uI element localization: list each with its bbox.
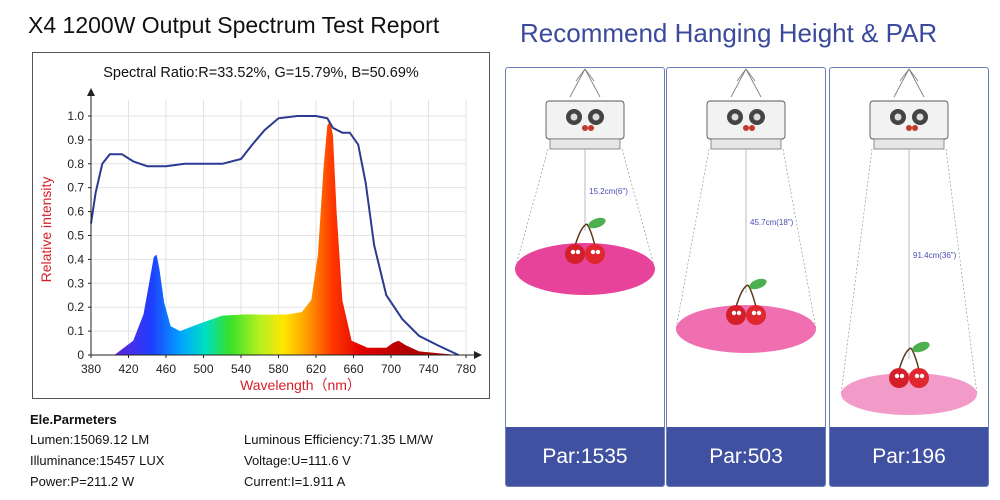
hanging-height-title: Recommend Hanging Height & PAR	[520, 18, 938, 48]
wire	[584, 68, 601, 98]
x-axis-arrow	[474, 351, 482, 359]
panel-illustration: 45.7cm(18")	[675, 68, 817, 353]
x-tick-label: 540	[231, 362, 251, 376]
ele-parameters-title: Ele.Parmeters	[30, 412, 117, 427]
wire	[745, 68, 762, 98]
hanging-height-label: 91.4cm(36")	[913, 251, 957, 260]
illuminance-value: Illuminance:15457 LUX	[30, 453, 165, 468]
par-value-196: Par:196	[830, 427, 988, 486]
spectrum-chart: 380 420 460 500 540 580 620 660 700 740 780 0 0.1 0.2…	[38, 88, 482, 393]
y-tick-label: 0	[77, 348, 84, 362]
x-tick-label: 380	[81, 362, 101, 376]
x-tick-label: 780	[456, 362, 476, 376]
x-tick-label: 460	[156, 362, 176, 376]
hanging-panel-36in: 91.4cm(36") Par:196	[829, 67, 989, 487]
x-tick-label: 740	[418, 362, 438, 376]
cherry-icon	[565, 217, 606, 264]
y-tick-label: 0.4	[67, 252, 84, 266]
y-tick-label: 0.3	[67, 276, 84, 290]
spectrum-area	[114, 120, 457, 355]
y-tick-label: 1.0	[67, 109, 84, 123]
light-footprint	[676, 305, 816, 353]
wire	[730, 68, 747, 98]
voltage-value: Voltage:U=111.6 V	[244, 453, 351, 468]
current-value: Current:I=1.911 A	[244, 474, 346, 489]
wire	[569, 68, 586, 98]
lumen-value: Lumen:15069.12 LM	[30, 432, 150, 447]
hanging-wires	[569, 68, 601, 98]
x-axis-label: Wavelength（nm）	[240, 377, 361, 393]
hanging-panel-18in: 45.7cm(18") Par:503	[666, 67, 826, 487]
x-tick-label: 500	[193, 362, 213, 376]
par-value-1535: Par:1535	[506, 427, 664, 486]
y-tick-label: 0.8	[67, 157, 84, 171]
y-tick-label: 0.6	[67, 205, 84, 219]
x-tick-label: 620	[306, 362, 326, 376]
power-value: Power:P=211.2 W	[30, 474, 135, 489]
y-tick-label: 0.9	[67, 133, 84, 147]
y-tick-label: 0.7	[67, 181, 84, 195]
grow-light-icon	[706, 100, 786, 150]
wire	[908, 68, 925, 98]
spectral-ratio-text: Spectral Ratio:R=33.52%, G=15.79%, B=50.…	[103, 65, 419, 81]
light-footprint	[841, 373, 977, 415]
light-cone-edge	[514, 148, 656, 270]
light-cone-edge	[840, 148, 978, 395]
x-tick-label: 700	[381, 362, 401, 376]
cherry-icon	[726, 278, 767, 325]
light-cone-edge	[675, 148, 817, 330]
light-footprint	[515, 243, 655, 295]
panel-illustration: 91.4cm(36")	[840, 68, 978, 415]
wire	[893, 68, 910, 98]
y-axis-label: Relative intensity	[38, 177, 54, 283]
y-tick-label: 0.1	[67, 324, 84, 338]
y-tick-label: 0.2	[67, 300, 84, 314]
grow-light-icon	[545, 100, 625, 150]
report-title: X4 1200W Output Spectrum Test Report	[28, 12, 440, 38]
intensity-line	[90, 115, 459, 356]
x-tick-label: 580	[268, 362, 288, 376]
grow-light-icon	[869, 100, 949, 150]
hanging-height-label: 15.2cm(6")	[589, 187, 628, 196]
panel-illustration: 15.2cm(6")	[514, 68, 656, 295]
x-tick-label: 660	[343, 362, 363, 376]
y-tick-label: 0.5	[67, 228, 84, 242]
hanging-wires	[893, 68, 925, 98]
x-tick-label: 420	[118, 362, 138, 376]
luminous-efficiency-value: Luminous Efficiency:71.35 LM/W	[244, 432, 434, 447]
spectrum-chart-frame: Spectral Ratio:R=33.52%, G=15.79%, B=50.…	[32, 52, 490, 399]
hanging-height-label: 45.7cm(18")	[750, 218, 794, 227]
hanging-panel-6in: 15.2cm(6") Par:1535	[505, 67, 665, 487]
y-axis-arrow	[87, 88, 95, 96]
par-value-503: Par:503	[667, 427, 825, 486]
cherry-icon	[889, 341, 930, 388]
hanging-wires	[730, 68, 762, 98]
